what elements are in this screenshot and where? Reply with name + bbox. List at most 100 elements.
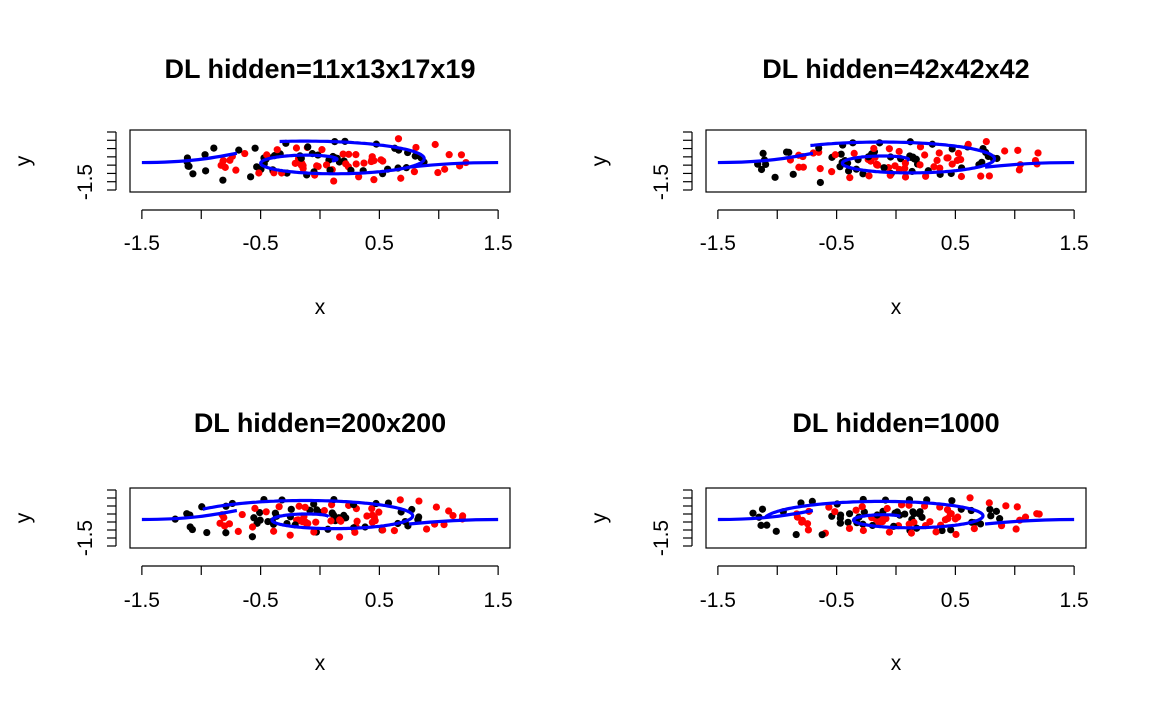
x-tick-label: -0.5 bbox=[243, 232, 279, 255]
x-tick-label: 0.5 bbox=[365, 589, 394, 612]
chart-panel-2: DL hidden=42x42x42 -1.5 -0.5 0.5 1.5 -1.5 x y bbox=[588, 54, 1089, 319]
boundary-curve bbox=[202, 498, 415, 531]
data-point-red bbox=[339, 150, 347, 158]
data-point-red bbox=[943, 506, 952, 514]
data-point-black bbox=[757, 165, 766, 174]
y-axis-label: y bbox=[588, 155, 611, 166]
data-point-red bbox=[445, 151, 453, 159]
data-point-red bbox=[954, 513, 962, 521]
data-point-black bbox=[762, 160, 770, 169]
data-point-red bbox=[390, 527, 398, 535]
y-tick-label: -1.5 bbox=[650, 164, 673, 200]
data-point-black bbox=[844, 518, 852, 526]
data-point-red bbox=[873, 160, 881, 168]
data-point-red bbox=[1035, 510, 1043, 518]
data-point-red bbox=[312, 518, 320, 526]
data-point-red bbox=[327, 517, 335, 525]
data-point-red bbox=[270, 527, 278, 535]
data-point-black bbox=[860, 508, 868, 516]
boundary-curve-right-tail bbox=[984, 160, 1075, 169]
data-point-red bbox=[241, 149, 249, 158]
x-tick-label: -1.5 bbox=[124, 232, 160, 255]
data-point-black bbox=[996, 515, 1004, 523]
boundary-curve-left-tail bbox=[141, 151, 238, 165]
data-point-red bbox=[322, 161, 331, 169]
plot-frame bbox=[129, 129, 511, 193]
x-tick-label: -0.5 bbox=[819, 232, 855, 255]
data-point-red bbox=[394, 135, 403, 143]
chart-panel-4: DL hidden=1000 -1.5 -0.5 0.5 1.5 -1.5 x y bbox=[588, 408, 1089, 675]
chart-title: DL hidden=42x42x42 bbox=[762, 54, 1029, 84]
data-point-black bbox=[845, 510, 854, 518]
boundary-curve-right-tail bbox=[408, 160, 499, 169]
x-tick-label: -1.5 bbox=[700, 589, 736, 612]
data-point-red bbox=[330, 177, 338, 185]
data-point-red bbox=[301, 503, 309, 511]
data-point-red bbox=[273, 146, 281, 154]
data-point-red bbox=[335, 533, 344, 541]
plot-frame bbox=[129, 487, 511, 549]
data-point-red bbox=[221, 163, 229, 171]
data-point-red bbox=[922, 172, 930, 180]
data-point-red bbox=[828, 168, 836, 176]
data-point-black bbox=[816, 178, 824, 187]
data-point-red bbox=[368, 504, 376, 513]
data-point-red bbox=[234, 527, 242, 535]
x-tick-label: 1.5 bbox=[1060, 589, 1089, 612]
data-point-red bbox=[313, 162, 321, 170]
data-point-red bbox=[901, 159, 909, 167]
data-point-red bbox=[966, 494, 974, 502]
data-point-black bbox=[235, 146, 243, 154]
data-point-red bbox=[431, 140, 439, 149]
data-point-red bbox=[375, 508, 383, 516]
data-point-red bbox=[803, 520, 812, 528]
data-point-red bbox=[415, 497, 423, 505]
data-point-black bbox=[188, 525, 197, 534]
data-point-red bbox=[970, 525, 978, 533]
data-point-red bbox=[831, 151, 839, 159]
boundary-curve-right-tail bbox=[984, 517, 1075, 526]
data-point-red bbox=[952, 530, 960, 539]
x-tick-label: 0.5 bbox=[941, 232, 970, 255]
data-point-red bbox=[342, 160, 350, 168]
boundary-curve-left-tail bbox=[717, 508, 814, 522]
data-point-red bbox=[1002, 502, 1010, 510]
data-point-black bbox=[782, 148, 791, 156]
data-point-red bbox=[977, 172, 985, 180]
data-point-red bbox=[379, 526, 387, 534]
data-point-red bbox=[434, 168, 442, 177]
data-point-black bbox=[771, 173, 779, 181]
boundary-curve-left-tail bbox=[717, 151, 814, 165]
y-tick-label: -1.5 bbox=[74, 520, 97, 556]
data-point-red bbox=[798, 516, 806, 524]
data-point-red bbox=[397, 174, 405, 182]
x-axis-label: x bbox=[891, 296, 902, 319]
data-point-black bbox=[992, 507, 1001, 515]
data-point-red bbox=[379, 157, 387, 165]
data-point-red bbox=[985, 499, 993, 507]
data-point-black bbox=[313, 506, 321, 514]
x-axis-label: x bbox=[315, 652, 326, 675]
data-point-red bbox=[921, 151, 929, 159]
data-point-black bbox=[772, 527, 780, 535]
x-tick-label: 0.5 bbox=[365, 232, 394, 255]
data-point-red bbox=[320, 506, 328, 515]
plot-frame bbox=[705, 487, 1087, 549]
x-axis-label: x bbox=[891, 652, 902, 675]
data-point-red bbox=[302, 518, 310, 526]
data-point-red bbox=[226, 156, 234, 164]
data-point-red bbox=[449, 512, 457, 520]
y-axis-label: y bbox=[12, 155, 35, 166]
data-point-black bbox=[251, 144, 259, 152]
data-point-red bbox=[845, 524, 854, 533]
data-point-red bbox=[954, 149, 963, 157]
data-point-red bbox=[441, 165, 449, 173]
data-point-black bbox=[247, 173, 255, 181]
data-point-red bbox=[291, 159, 299, 167]
data-point-black bbox=[763, 521, 771, 529]
data-point-black bbox=[792, 530, 800, 539]
data-point-red bbox=[263, 151, 271, 159]
data-point-red bbox=[360, 159, 368, 167]
data-point-black bbox=[808, 497, 816, 505]
